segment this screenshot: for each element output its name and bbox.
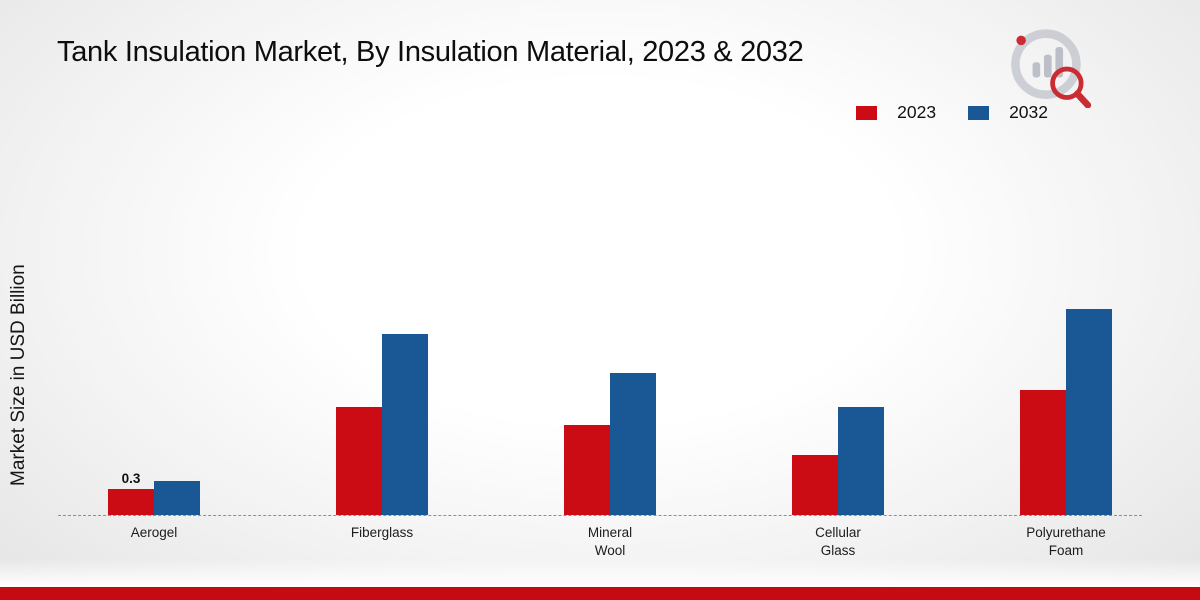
bar-column xyxy=(1020,390,1066,515)
bar-column xyxy=(838,407,884,515)
page-title: Tank Insulation Market, By Insulation Ma… xyxy=(57,36,804,68)
bar-column xyxy=(336,407,382,515)
bar-2023-fiberglass xyxy=(336,407,382,515)
bar-column xyxy=(154,481,200,515)
legend: 2023 2032 xyxy=(856,102,1048,123)
bar-column xyxy=(1066,309,1112,515)
category-label-fiberglass: Fiberglass xyxy=(350,525,414,540)
y-axis-label: Market Size in USD Billion xyxy=(8,264,29,486)
plot-area: 0.3 xyxy=(40,155,1180,515)
category-label-cellular-glass: Cellular Glass xyxy=(815,525,861,558)
bar-2023-aerogel xyxy=(108,489,154,515)
category-label-mineral-wool: Mineral Wool xyxy=(587,525,633,558)
bar-group-fiberglass xyxy=(336,334,428,515)
bar-column xyxy=(382,334,428,515)
bar-group-aerogel: 0.3 xyxy=(108,471,200,515)
bar-2023-polyurethane-foam xyxy=(1020,390,1066,515)
bar-group-mineral-wool xyxy=(564,373,656,515)
bar-2023-cellular-glass xyxy=(792,455,838,515)
magnifier-icon xyxy=(1050,66,1092,108)
bar-column: 0.3 xyxy=(108,471,154,515)
bar-2023-mineral-wool xyxy=(564,425,610,515)
bar-column xyxy=(610,373,656,515)
footer-accent-bar xyxy=(0,587,1200,600)
category-label-polyurethane-foam: Polyurethane Foam xyxy=(1026,525,1106,558)
bar-2032-cellular-glass xyxy=(838,407,884,515)
category-axis: Aerogel Fiberglass Mineral Wool Cellular Gl… xyxy=(40,524,1180,559)
bar-value-label-aerogel-2023: 0.3 xyxy=(121,471,141,486)
legend-swatch-2032 xyxy=(968,105,990,120)
bar-2032-mineral-wool xyxy=(610,373,656,515)
legend-item-2023: 2023 xyxy=(856,102,936,123)
bar-2032-fiberglass xyxy=(382,334,428,515)
bar-group-polyurethane-foam xyxy=(1020,309,1112,515)
bar-column xyxy=(792,455,838,515)
bar-2032-polyurethane-foam xyxy=(1066,309,1112,515)
bar-chart-icon xyxy=(1011,29,1081,99)
legend-item-2032: 2032 xyxy=(968,102,1048,123)
x-axis-baseline xyxy=(58,515,1142,516)
footer-fade xyxy=(0,559,1200,587)
legend-label: 2023 xyxy=(897,102,937,122)
bar-2032-aerogel xyxy=(154,481,200,515)
legend-swatch-2023 xyxy=(856,105,878,120)
legend-label: 2032 xyxy=(1009,102,1048,122)
bar-column xyxy=(564,425,610,515)
category-label-aerogel: Aerogel xyxy=(130,525,178,540)
company-logo-watermark xyxy=(1011,29,1092,108)
bar-group-cellular-glass xyxy=(792,407,884,515)
